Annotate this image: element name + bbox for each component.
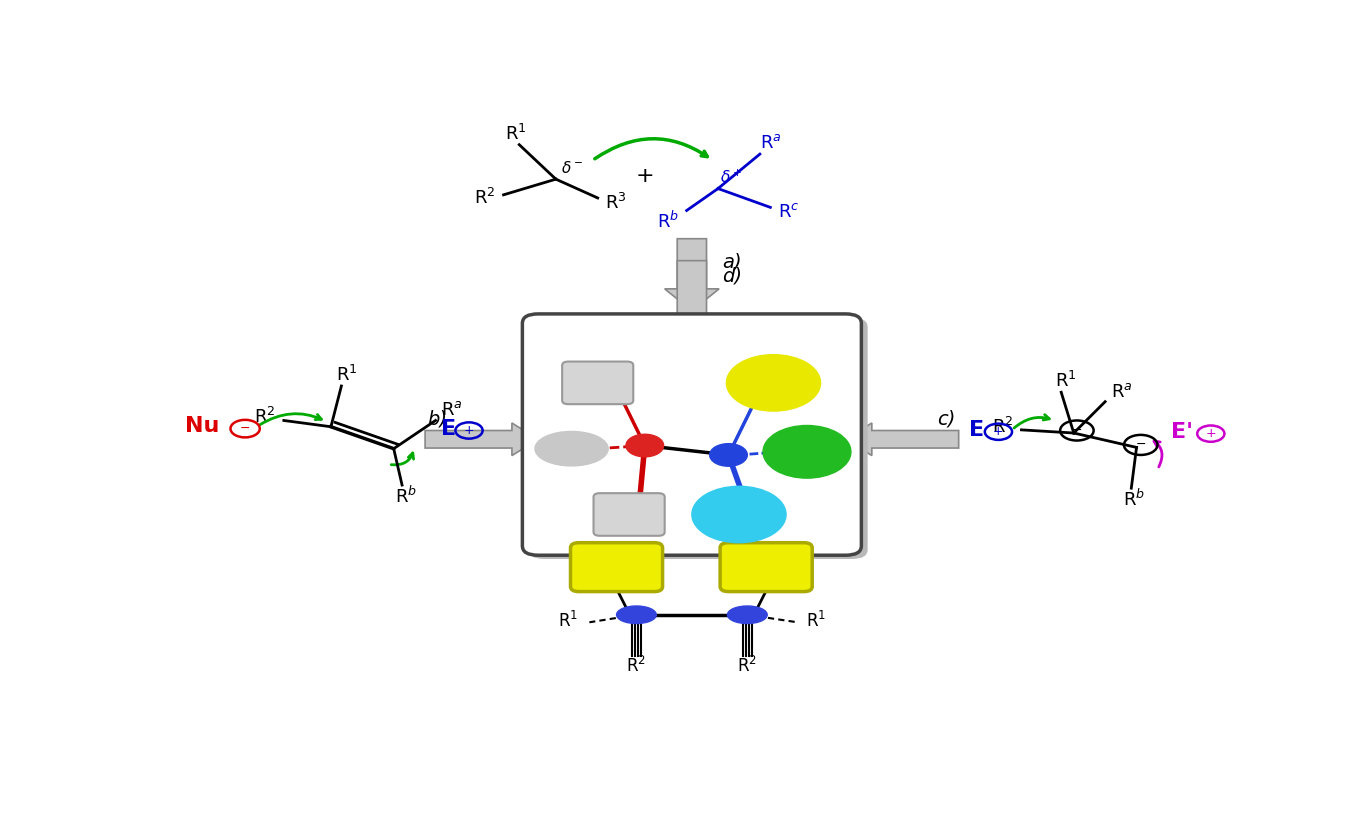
Text: −: − [1072,424,1083,437]
Text: R$^3$: R$^3$ [605,193,626,213]
Text: +: + [636,166,655,186]
Text: R$^a$: R$^a$ [441,400,463,419]
Text: R$^c$: R$^c$ [779,204,801,221]
Text: b): b) [428,409,448,428]
Text: +: + [994,425,1004,438]
Text: R$^a$: R$^a$ [1111,383,1133,401]
Circle shape [710,444,748,466]
Circle shape [693,486,786,543]
Text: +: + [463,424,474,437]
Text: Nu: Nu [185,416,220,436]
Text: R$^b$: R$^b$ [396,486,417,507]
Circle shape [763,426,850,478]
Text: E: E [440,418,456,439]
Text: $\mathit{C}^c$: $\mathit{C}^c$ [730,505,751,522]
FancyBboxPatch shape [562,361,633,405]
Text: R$^1$: R$^1$ [559,611,578,631]
Ellipse shape [728,606,767,624]
Text: +: + [1206,427,1216,440]
Text: R$^b$: R$^b$ [656,211,679,232]
Text: $\mathit{C}^3$: $\mathit{C}^3$ [618,504,640,523]
Text: R$^a$: R$^a$ [760,133,782,151]
Text: E: E [969,420,984,440]
Text: a): a) [722,252,741,271]
FancyBboxPatch shape [571,543,663,592]
FancyBboxPatch shape [522,314,861,555]
Ellipse shape [617,606,656,624]
Text: R$^2$: R$^2$ [254,407,275,427]
Text: −: − [1135,439,1146,452]
Text: −: − [240,422,250,435]
Text: FG: FG [752,558,780,576]
Text: c): c) [937,409,956,428]
Text: R$^b$: R$^b$ [1123,489,1146,510]
Ellipse shape [535,431,609,466]
FancyBboxPatch shape [594,493,664,536]
Text: R$^1$: R$^1$ [505,124,526,144]
Text: R$^2$: R$^2$ [992,417,1014,437]
Text: R$^2$: R$^2$ [737,656,757,676]
Text: R$^1$: R$^1$ [1054,371,1076,391]
Text: $\mathit{C}^a$: $\mathit{C}^a$ [764,374,784,391]
Text: d): d) [722,266,741,285]
Text: R$^1$: R$^1$ [806,611,826,631]
Text: $\mathit{C}^1$: $\mathit{C}^1$ [587,372,608,391]
Text: $\delta^+$: $\delta^+$ [721,168,743,186]
Circle shape [726,355,821,411]
Text: $\delta^-$: $\delta^-$ [562,160,583,176]
Polygon shape [425,423,539,456]
Text: R$^1$: R$^1$ [336,365,358,385]
Text: E': E' [1170,422,1192,442]
Text: $\mathit{C}^b$: $\mathit{C}^b$ [798,442,818,461]
FancyBboxPatch shape [529,317,868,559]
Polygon shape [664,239,720,311]
Circle shape [626,434,664,457]
FancyBboxPatch shape [720,543,813,592]
Polygon shape [845,423,958,456]
Polygon shape [664,260,720,345]
Text: R$^2$: R$^2$ [474,188,495,208]
Text: R$^2$: R$^2$ [626,656,647,676]
Text: FG: FG [603,558,630,576]
Text: $\mathit{C}^2$: $\mathit{C}^2$ [563,439,582,457]
